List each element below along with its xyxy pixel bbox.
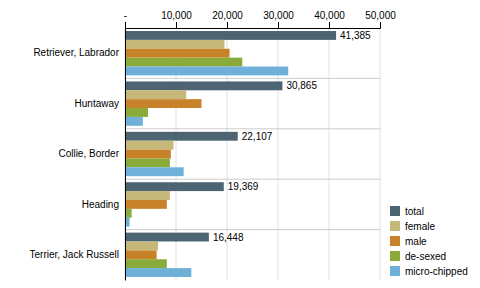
bar <box>125 233 209 242</box>
grid <box>125 28 380 280</box>
legend-item: female <box>390 221 435 232</box>
legend-swatch <box>390 251 400 261</box>
tick-label: 40,000 <box>314 10 345 21</box>
legend-item: male <box>390 236 427 247</box>
tick: 30,000 <box>263 10 294 28</box>
tick-label: Heading <box>82 199 119 210</box>
tick-label: - <box>124 10 127 21</box>
grid-line <box>380 28 381 280</box>
legend-swatch <box>390 221 400 231</box>
bar <box>125 49 230 58</box>
bar <box>125 200 167 209</box>
bar-series <box>125 49 230 259</box>
tick-mark <box>125 22 126 28</box>
bar <box>125 31 336 40</box>
axis-line <box>126 22 381 29</box>
axis-line <box>125 29 126 281</box>
tick-label: 30,000 <box>263 10 294 21</box>
tick-label: 50,000 <box>365 10 396 21</box>
tick: - <box>124 10 127 28</box>
group-separator <box>125 128 380 129</box>
bar <box>125 117 143 126</box>
tick-label: Retriever, Labrador <box>33 47 119 58</box>
tick: 20,000 <box>212 10 243 28</box>
tick-label: Terrier, Jack Russell <box>30 249 119 260</box>
legend-item: de-sexed <box>390 251 446 262</box>
data-labels: 41,385 30,865 22,107 19,369 16,448 <box>213 30 371 243</box>
tick: Heading <box>82 199 125 210</box>
bar <box>125 40 224 49</box>
group-separator <box>125 78 380 79</box>
tick-label: Collie, Border <box>58 148 119 159</box>
separators <box>125 78 380 229</box>
bar <box>125 268 191 277</box>
group-separator <box>125 179 380 180</box>
tick-mark <box>227 22 228 28</box>
bar <box>125 250 157 259</box>
bar <box>125 150 171 159</box>
grid-line <box>278 28 279 280</box>
tick: 10,000 <box>161 10 192 28</box>
bar <box>125 259 167 268</box>
bar-series <box>125 31 336 241</box>
tick: Terrier, Jack Russell <box>30 249 125 260</box>
y-axis: Retriever, Labrador Huntaway Collie, Borde… <box>30 29 126 281</box>
legend-item: total <box>390 206 424 217</box>
bar <box>125 108 148 117</box>
data-label: 22,107 <box>242 131 273 142</box>
legend-swatch <box>390 266 400 276</box>
tick-mark <box>380 22 381 28</box>
tick: 40,000 <box>314 10 345 28</box>
tick: Retriever, Labrador <box>33 47 125 58</box>
bar <box>125 167 184 176</box>
tick-label: 20,000 <box>212 10 243 21</box>
chart: 41,385 30,865 22,107 19,369 16,448 - 10,000 20,… <box>0 0 480 288</box>
bar <box>125 158 170 167</box>
legend-label: total <box>405 206 424 217</box>
group-separator <box>125 229 380 230</box>
grid-line <box>329 28 330 280</box>
tick-mark <box>176 22 177 28</box>
bar-series <box>125 67 288 277</box>
bar <box>125 182 224 191</box>
bar <box>125 99 202 108</box>
bar <box>125 241 158 250</box>
legend-label: female <box>405 221 435 232</box>
tick-label: Huntaway <box>75 98 119 109</box>
bar <box>125 191 170 200</box>
tick-mark <box>278 22 279 28</box>
legend-item: micro-chipped <box>390 266 468 277</box>
plot: 41,385 30,865 22,107 19,369 16,448 - 10,000 20,… <box>30 10 468 281</box>
legend-swatch <box>390 236 400 246</box>
data-label: 19,369 <box>228 181 259 192</box>
legend-label: de-sexed <box>405 251 446 262</box>
legend-label: micro-chipped <box>405 266 468 277</box>
bar <box>125 141 173 150</box>
tick-label: 10,000 <box>161 10 192 21</box>
bar <box>125 81 282 90</box>
data-label: 41,385 <box>340 30 371 41</box>
bar <box>125 58 242 67</box>
tick-mark <box>329 22 330 28</box>
grid-line <box>125 28 126 280</box>
x-axis: - 10,000 20,000 30,000 40,000 50,000 <box>124 10 396 29</box>
bars <box>125 31 336 277</box>
tick: 50,000 <box>365 10 396 28</box>
bar <box>125 132 238 141</box>
tick: Huntaway <box>75 98 125 109</box>
bar <box>125 67 288 76</box>
tick: Collie, Border <box>58 148 125 159</box>
legend-label: male <box>405 236 427 247</box>
bar <box>125 90 186 99</box>
data-label: 16,448 <box>213 232 244 243</box>
legend-swatch <box>390 206 400 216</box>
data-label: 30,865 <box>286 80 317 91</box>
legend: total female male de-sexed micro-chipped <box>390 206 468 277</box>
